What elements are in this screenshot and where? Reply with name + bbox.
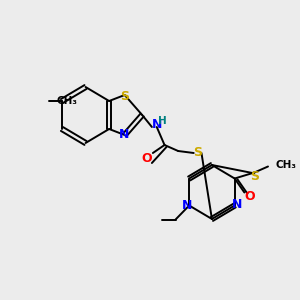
Text: N: N [231,198,242,211]
Text: O: O [244,190,254,203]
Text: N: N [182,199,192,212]
Text: H: H [158,116,167,126]
Text: N: N [118,128,129,140]
Text: S: S [250,170,259,184]
Text: S: S [120,91,129,103]
Text: CH₃: CH₃ [56,96,77,106]
Text: S: S [193,146,202,160]
Text: N: N [152,118,162,131]
Text: O: O [142,152,152,166]
Text: CH₃: CH₃ [276,160,297,170]
